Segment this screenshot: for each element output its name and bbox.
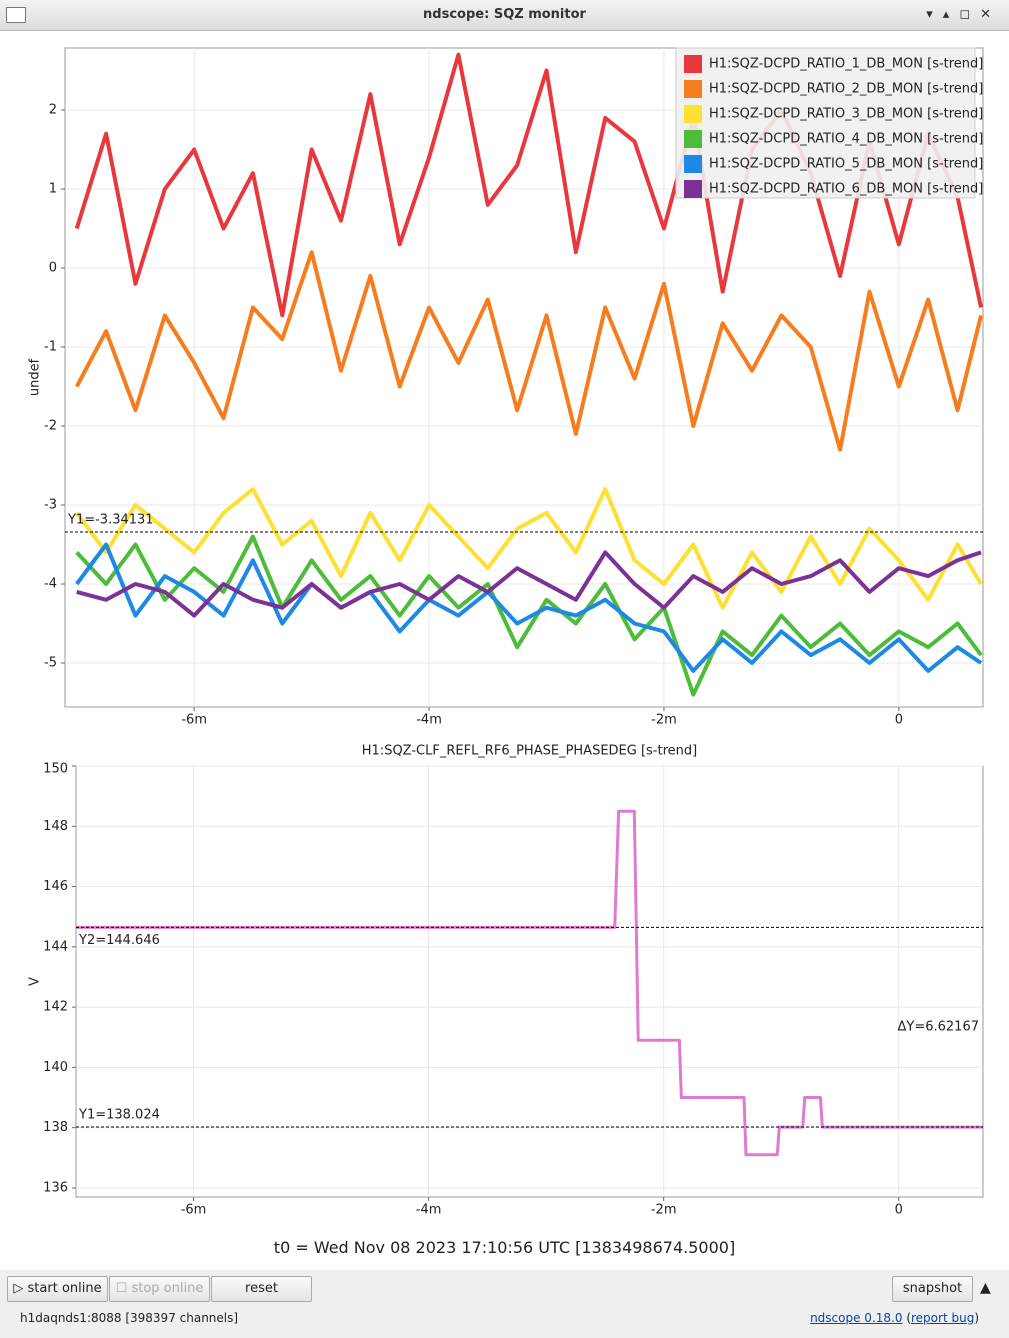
- x-tick-label: 0: [895, 713, 903, 728]
- legend-swatch: [684, 105, 702, 123]
- stop-online-button: ☐ stop online: [109, 1276, 210, 1302]
- series-line: [76, 809, 983, 1157]
- plot-title: H1:SQZ-CLF_REFL_RF6_PHASE_PHASEDEG [s-tr…: [362, 744, 697, 759]
- y-tick-label: 142: [43, 1000, 68, 1015]
- y-tick-label: 148: [43, 819, 68, 834]
- x-tick-label: -2m: [651, 1203, 677, 1218]
- button-label: start online: [27, 1281, 102, 1296]
- y-tick-label: 0: [49, 261, 57, 276]
- window-controls[interactable]: ▾▴◻✕: [926, 7, 1001, 22]
- button-label: snapshot: [902, 1281, 963, 1296]
- x-tick-label: -6m: [181, 713, 207, 728]
- bug-link[interactable]: report bug: [911, 1311, 975, 1325]
- legend-swatch: [684, 155, 702, 173]
- legend-swatch: [684, 130, 702, 148]
- legend-swatch: [684, 55, 702, 73]
- about: ndscope 0.18.0 (report bug): [810, 1310, 979, 1326]
- legend-box: [675, 47, 976, 199]
- y-tick-label: -4: [44, 577, 57, 592]
- button-label: stop online: [131, 1281, 204, 1296]
- series-line: [76, 550, 982, 618]
- y-axis-label: V: [28, 977, 43, 986]
- t0-label: t0 = Wed Nov 08 2023 17:10:56 UTC [13834…: [273, 1238, 736, 1257]
- x-tick-label: -4m: [416, 1203, 442, 1218]
- y-tick-label: 150: [43, 762, 68, 777]
- x-tick-label: 0: [895, 1203, 903, 1218]
- y-tick-label: 140: [43, 1060, 68, 1075]
- y-tick-label: 144: [43, 939, 68, 954]
- y-tick-label: -3: [44, 498, 57, 513]
- y-tick-label: -2: [44, 419, 57, 434]
- cursor-label: Y2=144.646: [78, 933, 160, 948]
- status: h1daqnds1:8088 [398397 channels]: [20, 1311, 239, 1325]
- series-line: [74, 250, 983, 452]
- paren: ): [974, 1311, 979, 1325]
- legend-label: H1:SQZ-DCPD_RATIO_6_DB_MON [s-trend]: [709, 182, 983, 197]
- legend-label: H1:SQZ-DCPD_RATIO_2_DB_MON [s-trend]: [709, 82, 983, 97]
- app-icon: [6, 7, 26, 23]
- reset-button[interactable]: reset: [211, 1276, 312, 1302]
- series-line: [75, 487, 983, 610]
- x-tick-label: -6m: [181, 1203, 207, 1218]
- start-online-button[interactable]: ▷ start online: [7, 1276, 108, 1302]
- y-tick-label: 136: [43, 1180, 68, 1195]
- legend-label: H1:SQZ-DCPD_RATIO_3_DB_MON [s-trend]: [709, 107, 983, 122]
- snapshot-button[interactable]: snapshot: [892, 1276, 973, 1302]
- paren: (: [906, 1311, 911, 1325]
- legend-label: H1:SQZ-DCPD_RATIO_5_DB_MON [s-trend]: [709, 157, 983, 172]
- delta-label: ΔY=6.62167: [898, 1020, 980, 1035]
- series-line: [75, 542, 983, 673]
- series-line: [74, 52, 983, 318]
- button-label: reset: [245, 1281, 278, 1296]
- legend-label: H1:SQZ-DCPD_RATIO_4_DB_MON [s-trend]: [709, 132, 983, 147]
- legend-swatch: [684, 180, 702, 198]
- x-tick-label: -2m: [651, 713, 677, 728]
- legend-label: H1:SQZ-DCPD_RATIO_1_DB_MON [s-trend]: [709, 57, 983, 72]
- y-tick-label: 2: [49, 103, 57, 118]
- y-axis-label: undef: [28, 358, 43, 396]
- window-title: ndscope: SQZ monitor: [423, 7, 586, 22]
- plot-area: [75, 765, 984, 1198]
- expand-arrow[interactable]: ▲: [980, 1280, 991, 1296]
- cursor-label: Y1=-3.34131: [67, 512, 154, 527]
- legend-swatch: [684, 80, 702, 98]
- cursor-label: Y1=138.024: [78, 1107, 160, 1122]
- y-tick-label: 138: [43, 1120, 68, 1135]
- y-tick-label: 146: [43, 879, 68, 894]
- version-link[interactable]: ndscope 0.18.0: [810, 1311, 903, 1325]
- y-tick-label: -5: [44, 655, 57, 670]
- title-bar: ndscope: SQZ monitor ▾▴◻✕: [0, 0, 1009, 31]
- series-line: [75, 534, 983, 697]
- y-tick-label: -1: [44, 340, 57, 355]
- y-tick-label: 1: [49, 182, 57, 197]
- x-tick-label: -4m: [416, 713, 442, 728]
